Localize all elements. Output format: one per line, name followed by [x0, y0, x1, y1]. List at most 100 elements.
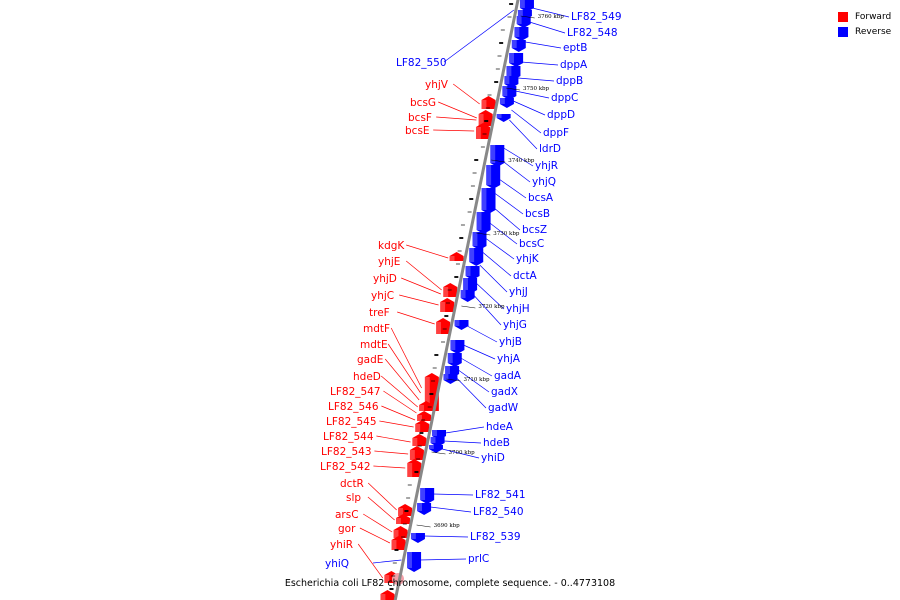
reverse-leader-line: [443, 440, 482, 444]
forward-feature-highlight: [407, 463, 413, 477]
reverse-feature-highlight: [469, 248, 475, 262]
reverse-feature: [476, 212, 491, 234]
forward-feature-arrowhead: [415, 420, 430, 424]
gene-label-dppA: dppA: [560, 59, 588, 71]
legend-label-forward: Forward: [855, 11, 892, 22]
forward-leader-line: [373, 465, 406, 469]
reverse-feature-highlight: [460, 290, 466, 298]
kbp-tick-label: 3740 kbp: [508, 158, 535, 164]
reverse-feature-body: [443, 374, 458, 380]
forward-feature: [380, 590, 395, 600]
gene-label-gadW: gadW: [488, 402, 519, 414]
forward-feature-highlight: [440, 302, 446, 312]
forward-feature-arrowhead: [419, 401, 434, 405]
gene-label-LF82_540: LF82_540: [473, 506, 524, 518]
reverse-feature: [460, 290, 475, 302]
reverse-feature-highlight: [445, 366, 451, 374]
gene-label-yhjC: yhjC: [371, 290, 394, 302]
forward-leader-line: [367, 496, 395, 521]
reverse-leader-line: [463, 344, 496, 360]
reverse-feature-highlight: [447, 353, 453, 363]
reverse-feature-highlight: [430, 437, 436, 443]
reverse-feature: [509, 53, 524, 67]
reverse-feature: [447, 353, 462, 367]
gene-label-LF82_547: LF82_547: [330, 386, 381, 398]
gene-label-yhjR: yhjR: [535, 160, 558, 172]
reverse-feature-highlight: [517, 10, 523, 16]
reverse-feature: [486, 165, 501, 189]
reverse-feature: [450, 340, 465, 354]
kbp-tick-mark: [431, 451, 446, 455]
kbp-tick-label: 3700 kbp: [449, 450, 476, 456]
gene-label-gadE: gadE: [357, 354, 383, 366]
reverse-feature: [428, 445, 443, 453]
reverse-feature: [407, 552, 422, 572]
reverse-leader-line: [513, 100, 546, 116]
forward-feature: [409, 446, 424, 460]
reverse-feature-highlight: [504, 76, 510, 84]
gene-label-dppC: dppC: [551, 92, 578, 104]
reverse-feature-arrowhead: [486, 185, 501, 189]
forward-feature-body: [440, 302, 455, 312]
reverse-feature-highlight: [506, 66, 512, 76]
reverse-feature-highlight: [420, 488, 426, 500]
reverse-feature: [516, 16, 531, 28]
gene-label-yhiQ: yhiQ: [325, 558, 349, 570]
reverse-feature-highlight: [496, 114, 502, 118]
chromosome-axis: [393, 0, 520, 600]
reverse-feature-highlight: [516, 16, 522, 24]
reverse-feature-body: [465, 266, 480, 276]
reverse-leader-line: [467, 325, 498, 343]
reverse-feature: [443, 374, 458, 384]
gene-label-mdtF: mdtF: [363, 323, 390, 335]
forward-feature-arrowhead: [443, 283, 458, 287]
gene-label-yhjJ: yhjJ: [509, 286, 528, 298]
forward-feature-arrowhead: [481, 96, 496, 100]
reverse-feature-highlight: [519, 0, 525, 8]
forward-feature: [415, 420, 430, 432]
forward-feature-highlight: [419, 405, 425, 411]
gene-label-yhjD: yhjD: [373, 273, 397, 285]
map-caption: Escherichia coli LF82 chromosome, comple…: [284, 578, 616, 589]
kbp-tick-label: 3690 kbp: [434, 523, 461, 529]
forward-feature: [440, 298, 455, 312]
forward-feature: [412, 434, 427, 446]
reverse-feature-highlight: [486, 165, 492, 185]
reverse-feature: [410, 533, 425, 543]
forward-feature-body: [415, 424, 430, 432]
reverse-feature-highlight: [502, 86, 508, 96]
forward-feature: [475, 123, 490, 139]
gene-label-LF82_546: LF82_546: [328, 401, 379, 413]
reverse-feature-body: [420, 488, 435, 500]
forward-feature: [436, 318, 451, 334]
gene-label-dppF: dppF: [543, 127, 569, 139]
reverse-feature-body: [417, 503, 432, 511]
gene-label-LF82_544: LF82_544: [323, 431, 374, 443]
forward-feature-arrowhead: [391, 536, 406, 540]
reverse-feature: [465, 266, 480, 280]
reverse-feature-arrowhead: [407, 568, 422, 572]
reverse-leader-line: [491, 205, 521, 231]
reverse-leader-line: [503, 147, 534, 167]
gene-label-kdgK: kdgK: [378, 240, 405, 252]
reverse-feature-highlight: [490, 145, 496, 163]
forward-feature-arrowhead: [407, 459, 422, 463]
legend-swatch-reverse: [838, 26, 848, 37]
reverse-leader-line: [497, 177, 527, 199]
gene-label-bcsC: bcsC: [519, 238, 544, 250]
reverse-feature: [514, 27, 529, 41]
reverse-leader-line: [529, 21, 566, 34]
forward-feature-highlight: [391, 540, 397, 550]
kbp-tick-mark: [416, 524, 431, 528]
forward-feature-body: [409, 450, 424, 460]
forward-feature-highlight: [449, 256, 455, 261]
reverse-feature: [417, 503, 432, 515]
gene-label-yhiR: yhiR: [330, 539, 353, 551]
reverse-feature-highlight: [509, 53, 515, 63]
forward-feature-highlight: [436, 322, 442, 334]
gene-label-LF82_542: LF82_542: [320, 461, 371, 473]
forward-feature-body: [436, 322, 451, 334]
reverse-feature-arrowhead: [496, 118, 511, 122]
reverse-feature-arrowhead: [410, 539, 425, 543]
forward-leader-line: [406, 244, 449, 259]
